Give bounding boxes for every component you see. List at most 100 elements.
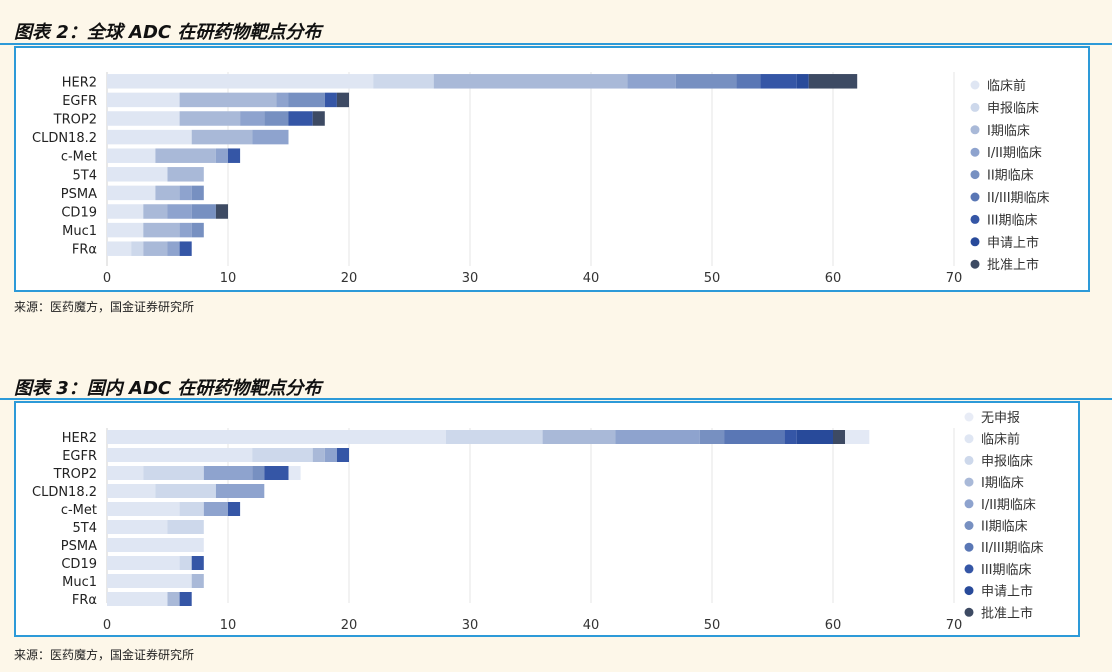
bar-segment — [215, 148, 228, 163]
bar-segment — [107, 430, 446, 444]
bar-segment — [155, 484, 216, 498]
x-tick-label: 40 — [583, 618, 600, 633]
bar-segment — [107, 592, 168, 606]
title-divider — [0, 43, 1112, 45]
bar-segment — [228, 502, 241, 516]
legend-marker — [964, 542, 974, 552]
bar-segment — [675, 74, 737, 89]
bar-segment — [107, 241, 132, 256]
category-label: PSMA — [61, 187, 97, 202]
bar-segment — [107, 448, 253, 462]
bar-segment — [179, 556, 192, 570]
bar-segment — [143, 466, 204, 480]
category-label: TROP2 — [53, 467, 97, 482]
bar-segment — [107, 111, 180, 126]
bar-segment — [107, 520, 168, 534]
bar-segment — [107, 129, 192, 145]
legend-marker — [964, 434, 974, 444]
category-label: CD19 — [61, 557, 97, 572]
bar-segment — [796, 430, 833, 444]
legend-label: II期临床 — [987, 169, 1034, 184]
legend-marker — [970, 237, 980, 247]
bar-segment — [228, 148, 241, 163]
legend-label: 临床前 — [987, 78, 1026, 94]
legend-marker — [964, 412, 974, 422]
legend-label: I/II期临床 — [981, 498, 1036, 513]
legend-marker — [970, 80, 980, 90]
legend-label: 申报临床 — [987, 101, 1039, 116]
category-label: Muc1 — [62, 575, 97, 590]
bar-segment — [107, 185, 156, 201]
title-divider — [0, 398, 1112, 400]
source-note: 来源：医药魔方，国金证券研究所 — [14, 648, 195, 662]
bar-segment — [264, 466, 289, 480]
bar-segment — [167, 241, 180, 256]
x-tick-label: 50 — [704, 271, 721, 286]
x-tick-label: 70 — [946, 618, 963, 633]
bar-segment — [264, 111, 289, 126]
bar-segment — [324, 92, 337, 108]
x-tick-label: 60 — [825, 618, 842, 633]
legend-marker — [970, 102, 980, 112]
legend-label: 批准上市 — [981, 605, 1033, 621]
bar-segment — [808, 74, 858, 89]
bar-segment — [833, 430, 846, 444]
bar-segment — [107, 556, 180, 570]
legend-label: 申请上市 — [981, 584, 1033, 600]
bar-segment — [143, 222, 180, 238]
bar-segment — [845, 430, 870, 444]
x-tick-label: 50 — [704, 618, 721, 633]
legend-label: I/II期临床 — [987, 146, 1042, 161]
source-note: 来源：医药魔方，国金证券研究所 — [14, 300, 195, 314]
category-label: CLDN18.2 — [32, 131, 97, 146]
legend-marker — [970, 214, 980, 224]
bar-segment — [179, 241, 192, 256]
legend-label: 无申报 — [981, 411, 1020, 426]
category-label: c-Met — [61, 150, 97, 165]
legend-marker — [964, 477, 974, 487]
x-tick-label: 30 — [462, 618, 479, 633]
bar-segment — [107, 74, 374, 89]
bar-segment — [288, 111, 313, 126]
x-tick-label: 10 — [220, 271, 237, 286]
bar-segment — [107, 167, 168, 182]
bar-segment — [191, 185, 204, 201]
category-label: TROP2 — [53, 113, 97, 128]
category-label: FRα — [72, 593, 97, 608]
bar-segment — [373, 74, 434, 89]
bar-segment — [724, 430, 785, 444]
legend-marker — [970, 170, 980, 180]
bar-segment — [252, 448, 313, 462]
bar-segment — [107, 204, 144, 219]
legend-marker — [964, 564, 974, 574]
bar-segment — [143, 241, 168, 256]
bar-segment — [796, 74, 809, 89]
bar-segment — [143, 204, 168, 219]
bar-segment — [627, 74, 676, 89]
category-label: c-Met — [61, 503, 97, 518]
domestic-target-chart: 0 10 20 30 40 50 60 70 HER2 EGFR TROP2 CLDN18.2 c-Me… — [32, 411, 1044, 633]
bar-segment — [107, 502, 180, 516]
legend-label: III期临床 — [987, 213, 1038, 228]
bar-segment — [107, 148, 156, 163]
category-label: CD19 — [61, 206, 97, 221]
bar-segment — [312, 448, 325, 462]
category-label: HER2 — [62, 75, 97, 90]
chart-panel-domestic: 0 10 20 30 40 50 60 70 HER2 EGFR TROP2 CLDN18.2 c-Me… — [14, 401, 1080, 637]
category-label: 5T4 — [73, 521, 97, 536]
bar-segment — [107, 484, 156, 498]
bar-segment — [288, 466, 301, 480]
legend-marker — [964, 499, 974, 509]
category-label: 5T4 — [73, 168, 97, 183]
legend-label: II/III期临床 — [981, 541, 1044, 556]
bar-segment — [179, 502, 204, 516]
bar-segment — [336, 448, 349, 462]
bar-segment — [252, 466, 265, 480]
legend-label: I期临床 — [981, 476, 1024, 491]
legend-label: 申请上市 — [987, 235, 1039, 251]
bar-segment — [784, 430, 797, 444]
legend-label: I期临床 — [987, 124, 1030, 139]
x-tick-label: 70 — [946, 271, 963, 286]
legend-label: 申报临床 — [981, 454, 1033, 469]
bar-segment — [324, 448, 337, 462]
